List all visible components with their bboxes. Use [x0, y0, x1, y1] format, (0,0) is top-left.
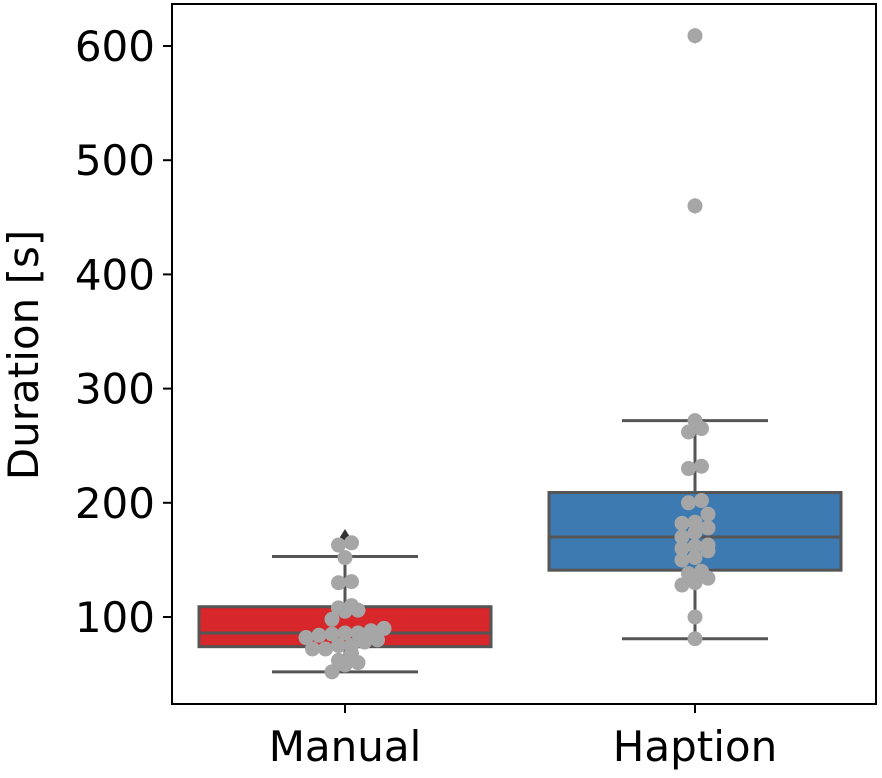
data-point-manual: [337, 550, 353, 566]
x-tick-label: Manual: [269, 722, 422, 771]
data-point-haption: [681, 495, 696, 511]
y-tick-label: 200: [75, 479, 155, 528]
data-point-haption: [681, 566, 696, 582]
data-point-haption: [687, 524, 703, 540]
data-point-manual: [344, 574, 359, 590]
boxes-layer: [197, 27, 843, 674]
data-point-haption: [694, 563, 709, 579]
data-point-haption: [674, 540, 690, 556]
data-point-haption: [694, 458, 709, 474]
data-point-haption: [674, 515, 690, 531]
data-point-manual: [324, 611, 340, 627]
data-point-manual: [324, 626, 340, 642]
data-point-haption: [687, 413, 703, 429]
data-point-haption: [674, 577, 690, 593]
data-point-manual: [337, 625, 353, 641]
data-point-haption: [687, 550, 703, 566]
y-tick-label: 600: [75, 22, 155, 71]
data-point-haption: [681, 461, 696, 477]
data-point-haption: [687, 198, 703, 214]
data-point-haption: [694, 493, 709, 509]
data-point-manual: [324, 664, 340, 680]
data-point-manual: [331, 638, 346, 654]
data-point-manual: [344, 598, 359, 614]
plot-frame: [171, 3, 877, 705]
y-tick-label: 100: [75, 593, 155, 642]
data-point-manual: [376, 620, 392, 636]
data-point-manual: [344, 535, 359, 551]
data-point-haption: [681, 424, 696, 440]
y-tick-label: 400: [75, 250, 155, 299]
y-axis-label: Duration [s]: [0, 230, 48, 480]
data-point-haption: [674, 552, 690, 568]
data-point-manual: [331, 652, 346, 668]
data-point-haption: [687, 514, 703, 530]
data-point-manual: [311, 627, 327, 643]
data-point-manual: [318, 641, 333, 657]
data-point-haption: [700, 506, 716, 522]
data-point-manual: [331, 537, 346, 553]
data-point-haption: [700, 537, 716, 553]
data-point-manual: [305, 641, 320, 657]
x-tick-label: Haption: [613, 722, 777, 771]
data-point-manual: [331, 600, 346, 616]
y-tick-label: 300: [75, 365, 155, 414]
points-layer: [298, 28, 716, 680]
data-point-haption: [700, 520, 716, 536]
data-point-haption: [687, 28, 703, 44]
data-point-haption: [687, 538, 703, 554]
axes-layer: 100 200 300 400 500 600 Manual Haption: [75, 3, 877, 771]
data-point-manual: [331, 575, 346, 591]
data-point-manual: [298, 630, 314, 646]
data-point-haption: [687, 631, 703, 647]
data-point-manual: [344, 638, 359, 654]
data-point-manual: [350, 625, 366, 641]
data-point-haption: [687, 609, 703, 625]
y-tick-label: 500: [75, 136, 155, 185]
data-point-haption: [674, 529, 690, 545]
data-point-manual: [363, 623, 379, 639]
